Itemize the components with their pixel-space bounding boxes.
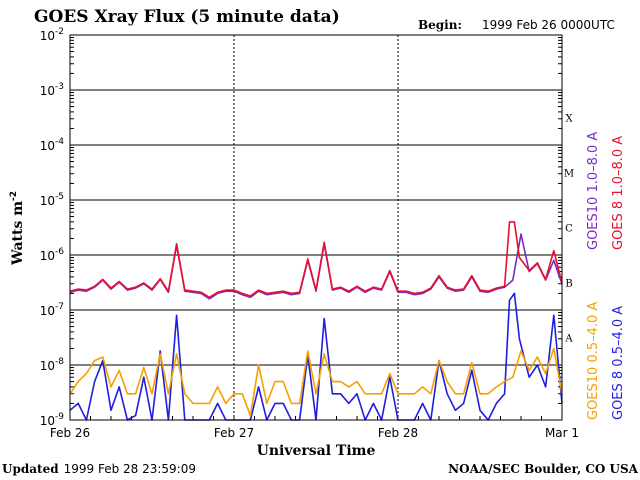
- legend-entry: GOES 8 0.5–4.0 A: [611, 306, 626, 420]
- y-tick-base: 10: [40, 29, 55, 43]
- footer-updated-value: 1999 Feb 28 23:59:09: [64, 462, 196, 476]
- y-tick-exponent: -5: [55, 192, 64, 202]
- series-line-0: [69, 233, 563, 300]
- legend-entry: GOES10 0.5–4.0 A: [586, 302, 601, 420]
- y-tick-exponent: -7: [55, 302, 64, 312]
- begin-label: Begin:: [418, 18, 462, 32]
- begin-value: 1999 Feb 26 0000UTC: [482, 18, 615, 32]
- y-tick-label: 10-8: [40, 357, 65, 373]
- y-tick-base: 10: [40, 84, 55, 98]
- y-axis-label-sup: -2: [9, 191, 19, 201]
- y-tick-base: 10: [40, 249, 55, 263]
- y-tick-labels: 10-910-810-710-610-510-410-310-2: [40, 27, 65, 428]
- flare-class-label: A: [564, 334, 573, 345]
- x-tick-label: Feb 28: [378, 426, 418, 440]
- flare-class-label: C: [565, 224, 573, 235]
- y-tick-exponent: -4: [55, 137, 64, 147]
- footer-updated: Updated 1999 Feb 28 23:59:09: [2, 462, 196, 476]
- y-tick-exponent: -3: [55, 82, 64, 92]
- y-tick-label: 10-7: [40, 302, 64, 318]
- x-tick-labels: Feb 26 Feb 27 Feb 28 Mar 1: [50, 426, 579, 440]
- y-tick-base: 10: [40, 304, 55, 318]
- y-tick-base: 10: [40, 139, 55, 153]
- flare-class-label: B: [565, 279, 572, 290]
- y-tick-label: 10-6: [40, 247, 65, 263]
- y-tick-exponent: -9: [55, 412, 64, 422]
- chart-title: GOES Xray Flux (5 minute data): [34, 7, 340, 27]
- x-tick-label: Mar 1: [545, 426, 579, 440]
- y-tick-exponent: -8: [55, 357, 64, 367]
- y-tick-label: 10-2: [40, 27, 64, 43]
- y-tick-exponent: -6: [55, 247, 64, 257]
- flare-class-labels: A B C M X: [564, 114, 574, 345]
- legend-entry: GOES 8 1.0–8.0 A: [611, 136, 626, 250]
- y-tick-label: 10-9: [40, 412, 65, 428]
- data-series: [69, 221, 563, 421]
- footer-updated-label: Updated: [2, 462, 59, 476]
- y-tick-label: 10-3: [40, 82, 64, 98]
- y-axis-label-base: Watts m: [10, 201, 26, 266]
- y-tick-base: 10: [40, 359, 55, 373]
- series-line-3: [69, 292, 563, 421]
- y-tick-label: 10-5: [40, 192, 64, 208]
- x-axis-label: Universal Time: [257, 443, 376, 459]
- y-tick-exponent: -2: [55, 27, 64, 37]
- grid-lines: [69, 35, 563, 420]
- footer-credit: NOAA/SEC Boulder, CO USA: [448, 462, 639, 476]
- flare-class-label: X: [565, 114, 573, 125]
- plot-frame: [69, 34, 563, 421]
- flare-class-label: M: [564, 169, 574, 180]
- x-tick-label: Feb 27: [214, 426, 254, 440]
- series-line-1: [69, 221, 563, 299]
- y-tick-base: 10: [40, 414, 55, 428]
- series-line-2: [69, 347, 563, 417]
- series-legend: GOES10 1.0–8.0 A GOES 8 1.0–8.0 A GOES10 0…: [586, 132, 626, 420]
- x-tick-label: Feb 26: [50, 426, 90, 440]
- legend-entry: GOES10 1.0–8.0 A: [586, 132, 601, 250]
- y-tick-base: 10: [40, 194, 55, 208]
- y-axis-label: Watts m-2: [9, 191, 26, 266]
- y-tick-label: 10-4: [40, 137, 65, 153]
